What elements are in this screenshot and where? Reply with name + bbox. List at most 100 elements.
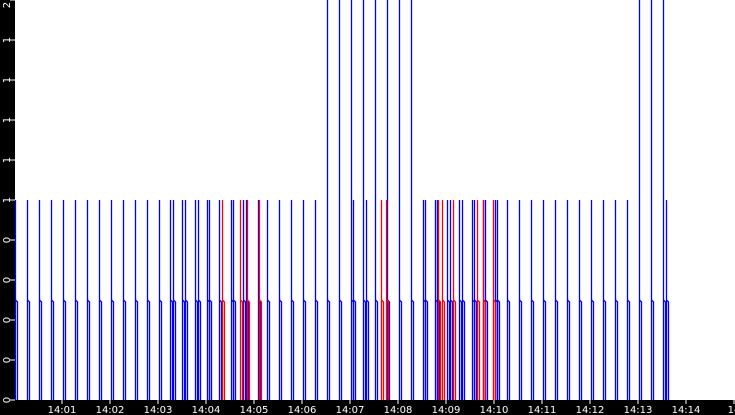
x-tick-label: 14:08 — [384, 405, 413, 415]
y-tick-label: 1 — [2, 37, 13, 43]
pulse-mark — [197, 200, 202, 400]
pulse-mark — [374, 0, 379, 400]
y-tick-label: 1 — [2, 117, 13, 123]
x-tick-label: 14:02 — [96, 405, 125, 415]
pulse-mark — [314, 200, 319, 400]
pulse-mark — [122, 200, 127, 400]
pulse-mark — [492, 200, 497, 400]
y-tick-label: 0 — [2, 357, 13, 363]
pulse-mark — [461, 200, 466, 400]
y-tick-label: 0 — [2, 397, 13, 403]
pulse-mark — [530, 200, 535, 400]
pulse-mark — [398, 0, 403, 400]
pulse-mark — [566, 200, 571, 400]
x-tick-label: 14:13 — [624, 405, 653, 415]
pulse-mark — [208, 200, 213, 400]
x-tick-label: 14:09 — [432, 405, 461, 415]
pulse-mark — [62, 200, 67, 400]
pulse-mark — [476, 200, 481, 400]
pulse-mark — [554, 200, 559, 400]
pulse-mark — [614, 200, 619, 400]
y-tick-label: 0 — [2, 237, 13, 243]
y-tick-label: 1 — [2, 197, 13, 203]
pulse-mark — [302, 200, 307, 400]
pulse-mark — [158, 200, 163, 400]
pulse-mark — [184, 200, 189, 400]
y-tick-label: 2 — [2, 2, 13, 8]
pulse-mark — [338, 0, 343, 400]
pulse-mark — [506, 200, 511, 400]
pulse-mark — [590, 200, 595, 400]
x-tick-label: 14:14 — [672, 405, 701, 415]
pulse-mark — [290, 200, 295, 400]
pulse-mark — [98, 200, 103, 400]
pulse-mark — [352, 200, 357, 400]
x-tick-label: 14:11 — [528, 405, 557, 415]
series-1 — [221, 200, 497, 400]
pulse-mark — [74, 200, 79, 400]
pulse-mark — [258, 200, 263, 400]
pulse-mark — [449, 200, 454, 400]
pulse-mark — [181, 200, 186, 400]
x-axis: 14:01 14:02 14:03 14:04 14:05 14:06 14:07 14:08… — [48, 400, 735, 415]
pulse-mark — [410, 0, 415, 400]
pulse-mark — [424, 200, 429, 400]
pulse-mark — [386, 0, 391, 400]
x-tick-label: 14:06 — [288, 405, 317, 415]
pulse-mark — [602, 200, 607, 400]
pulse-mark — [437, 200, 442, 400]
pulse-mark — [266, 200, 271, 400]
pulse-mark — [38, 200, 43, 400]
x-tick-label: 14:07 — [336, 405, 365, 415]
y-tick-label: 0 — [2, 277, 13, 283]
x-tick-label: 14:03 — [144, 405, 173, 415]
pulse-mark — [518, 200, 523, 400]
x-tick-label: 14:04 — [192, 405, 221, 415]
pulse-mark — [458, 200, 463, 400]
pulse-mark — [473, 200, 478, 400]
pulse-mark — [482, 200, 487, 400]
pulse-mark — [239, 200, 244, 400]
pulse-mark — [385, 200, 390, 400]
pulse-mark — [194, 200, 199, 400]
pulse-mark — [169, 200, 174, 400]
pulse-mark — [638, 0, 643, 400]
pulse-mark — [578, 200, 583, 400]
pulse-mark — [14, 200, 19, 400]
series-layer — [14, 0, 670, 400]
y-tick-label: 1 — [2, 157, 13, 163]
pulse-mark — [326, 0, 331, 400]
pulse-mark — [365, 200, 370, 400]
pulse-mark — [452, 200, 457, 400]
pulse-mark — [665, 200, 670, 400]
y-tick-label: 0 — [2, 317, 13, 323]
pulse-mark — [446, 200, 451, 400]
series-0 — [14, 0, 670, 400]
pulse-mark — [26, 200, 31, 400]
pulse-mark — [242, 200, 247, 400]
pulse-mark — [362, 0, 367, 400]
pulse-mark — [134, 200, 139, 400]
pulse-mark — [146, 200, 151, 400]
pulse-mark — [110, 200, 115, 400]
pulse-mark — [218, 200, 223, 400]
pulse-mark — [278, 200, 283, 400]
x-axis-band — [0, 400, 735, 415]
pulse-mark — [50, 200, 55, 400]
pulse-mark — [542, 200, 547, 400]
pulse-mark — [650, 0, 655, 400]
pulse-mark — [496, 200, 501, 400]
x-tick-label: 14:01 — [48, 405, 77, 415]
pulse-mark — [246, 200, 251, 400]
pulse-mark — [441, 200, 446, 400]
pulse-mark — [172, 200, 177, 400]
y-axis-band — [0, 0, 15, 415]
pulse-mark — [86, 200, 91, 400]
x-tick-label: 14 — [728, 405, 735, 415]
pulse-mark — [662, 0, 667, 400]
x-tick-label: 14:05 — [240, 405, 269, 415]
pulse-mark — [232, 200, 237, 400]
pulse-mark — [380, 200, 385, 400]
y-axis: 0 0 0 0 0 1 1 1 1 1 2 — [2, 0, 15, 403]
